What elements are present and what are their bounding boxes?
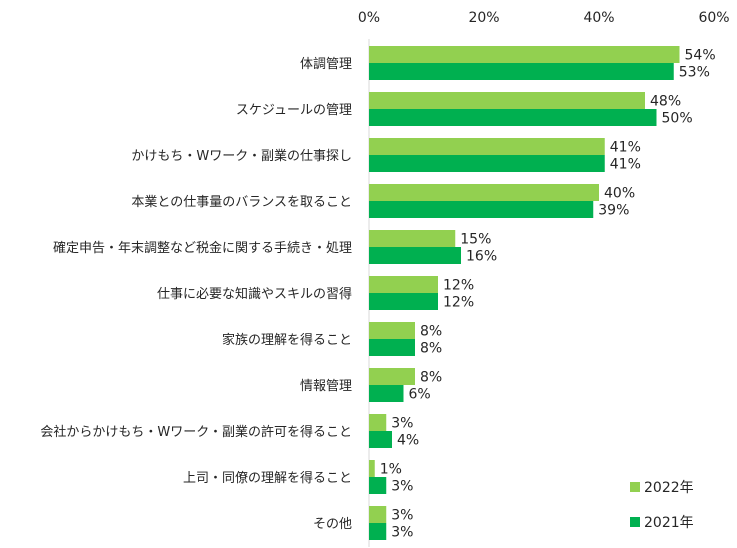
bar-series-1 — [369, 460, 375, 477]
data-label: 15% — [460, 232, 491, 248]
bar-series-1 — [369, 184, 599, 201]
data-label: 16% — [466, 249, 497, 265]
bar-series-2 — [369, 431, 392, 448]
data-label: 39% — [598, 203, 629, 219]
bar-series-1 — [369, 138, 605, 155]
category-label: 確定申告・年末調整など税金に関する手続き・処理 — [53, 240, 352, 256]
data-label: 12% — [443, 295, 474, 311]
bar-series-1 — [369, 414, 387, 431]
data-label: 8% — [420, 370, 442, 386]
bar-series-1 — [369, 506, 387, 523]
data-label: 41% — [610, 157, 641, 173]
bar-series-2 — [369, 247, 461, 264]
bar-series-2 — [369, 293, 438, 310]
data-label: 4% — [397, 433, 419, 449]
category-label: その他 — [313, 517, 352, 532]
category-label: 上司・同僚の理解を得ること — [183, 470, 352, 486]
data-label: 3% — [391, 508, 413, 524]
category-label: かけもち・Wワーク・副業の仕事探し — [131, 148, 352, 164]
x-tick-label: 20% — [468, 10, 499, 26]
bar-series-2 — [369, 155, 605, 172]
bar-series-1 — [369, 322, 415, 339]
data-label: 3% — [391, 479, 413, 495]
category-label: 仕事に必要な知識やスキルの習得 — [157, 286, 352, 302]
data-label: 3% — [391, 416, 413, 432]
data-label: 41% — [610, 140, 641, 156]
bar-series-2 — [369, 109, 657, 126]
legend-swatch — [630, 482, 640, 492]
data-label: 53% — [679, 65, 710, 81]
bar-series-1 — [369, 92, 645, 109]
x-tick-label: 40% — [583, 10, 614, 26]
legend-swatch — [630, 517, 640, 527]
x-tick-label: 0% — [358, 10, 380, 26]
bar-series-2 — [369, 339, 415, 356]
category-label: スケジュールの管理 — [236, 103, 352, 118]
bar-series-2 — [369, 477, 387, 494]
bar-series-2 — [369, 385, 404, 402]
bar-series-1 — [369, 276, 438, 293]
data-label: 8% — [420, 341, 442, 357]
data-label: 8% — [420, 324, 442, 340]
data-label: 6% — [409, 387, 431, 403]
category-label: 家族の理解を得ること — [222, 332, 352, 348]
category-label: 会社からかけもち・Wワーク・副業の許可を得ること — [40, 424, 352, 440]
category-label: 情報管理 — [300, 379, 352, 394]
bar-series-1 — [369, 230, 456, 247]
data-label: 40% — [604, 186, 635, 202]
legend-label: 2021年 — [644, 515, 694, 531]
legend-label: 2022年 — [644, 480, 694, 496]
bar-series-2 — [369, 523, 387, 540]
bar-series-1 — [369, 46, 680, 63]
data-label: 3% — [391, 525, 413, 541]
bar-series-2 — [369, 201, 594, 218]
x-tick-label: 60% — [698, 10, 729, 26]
bar-series-2 — [369, 63, 674, 80]
data-label: 48% — [650, 94, 681, 110]
data-label: 1% — [380, 462, 402, 478]
data-label: 54% — [685, 48, 716, 64]
bar-series-1 — [369, 368, 415, 385]
data-label: 12% — [443, 278, 474, 294]
category-label: 本業との仕事量のバランスを取ること — [131, 194, 352, 210]
data-label: 50% — [662, 111, 693, 127]
category-label: 体調管理 — [300, 57, 352, 72]
